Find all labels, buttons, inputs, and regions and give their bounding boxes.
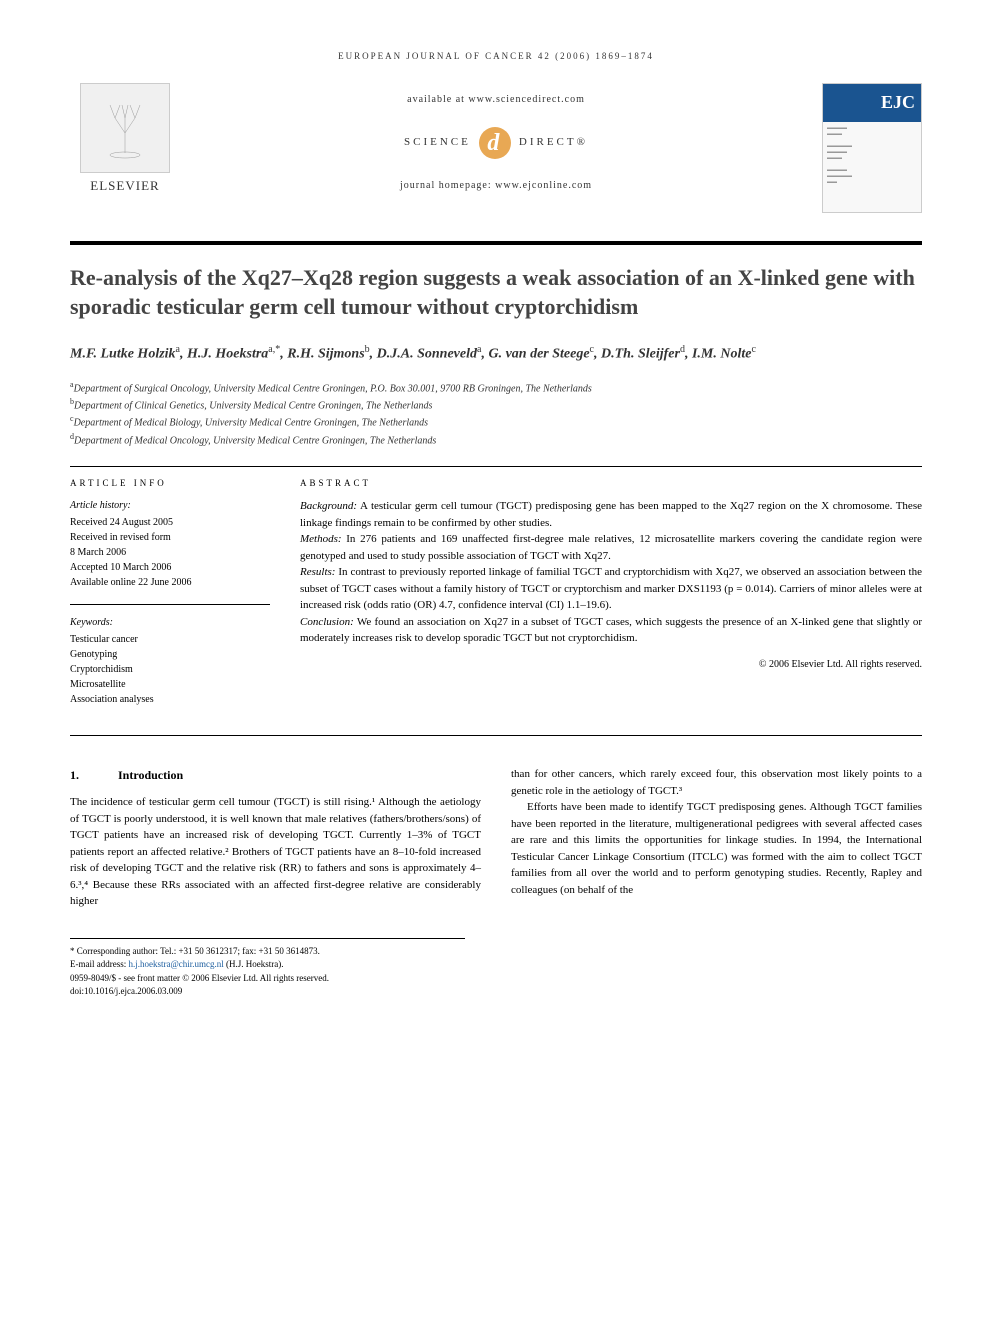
abstract-text: Background: A testicular germ cell tumou… — [300, 498, 922, 647]
email-label: E-mail address: — [70, 959, 126, 969]
abstract-column: ABSTRACT Background: A testicular germ c… — [300, 477, 922, 722]
keywords-block: Keywords: Testicular cancer Genotyping C… — [70, 615, 270, 707]
affiliation-c: cDepartment of Medical Biology, Universi… — [70, 413, 922, 430]
revised-line2: 8 March 2006 — [70, 545, 270, 560]
divider — [70, 735, 922, 736]
results-label: Results: — [300, 566, 335, 578]
sd-right-text: DIRECT® — [519, 135, 588, 150]
article-history: Article history: Received 24 August 2005… — [70, 498, 270, 590]
body-paragraph: Efforts have been made to identify TGCT … — [511, 799, 922, 898]
doi-line: doi:10.1016/j.ejca.2006.03.009 — [70, 985, 465, 999]
available-at: available at www.sciencedirect.com — [296, 93, 696, 107]
keyword: Microsatellite — [70, 677, 270, 692]
history-label: Article history: — [70, 498, 270, 513]
journal-cover-body: ▬▬▬▬▬▬▬▬▬▬▬▬▬▬▬▬▬▬▬▬▬▬▬▬▬▬▬▬▬▬ — [823, 122, 921, 190]
running-header: EUROPEAN JOURNAL OF CANCER 42 (2006) 186… — [70, 50, 922, 63]
abstract-heading: ABSTRACT — [300, 477, 922, 491]
keyword: Association analyses — [70, 692, 270, 707]
section-number: 1. — [70, 766, 118, 784]
copyright-line: © 2006 Elsevier Ltd. All rights reserved… — [300, 657, 922, 672]
article-info-heading: ARTICLE INFO — [70, 477, 270, 491]
email-who: (H.J. Hoekstra). — [226, 959, 284, 969]
affiliation-d: dDepartment of Medical Oncology, Univers… — [70, 431, 922, 448]
journal-cover-logo: EJC — [823, 84, 921, 122]
center-links: available at www.sciencedirect.com SCIEN… — [296, 93, 696, 193]
sciencedirect-logo: SCIENCE d DIRECT® — [296, 127, 696, 159]
keyword: Genotyping — [70, 647, 270, 662]
email-line: E-mail address: h.j.hoekstra@chir.umcg.n… — [70, 958, 465, 972]
online-date: Available online 22 June 2006 — [70, 575, 270, 590]
results-text: In contrast to previously reported linka… — [300, 566, 922, 611]
affiliation-b: bDepartment of Clinical Genetics, Univer… — [70, 396, 922, 413]
accepted-date: Accepted 10 March 2006 — [70, 560, 270, 575]
methods-text: In 276 patients and 169 unaffected first… — [300, 533, 922, 562]
elsevier-tree-icon — [80, 83, 170, 173]
elsevier-text: ELSEVIER — [70, 177, 180, 195]
body-columns: 1.Introduction The incidence of testicul… — [70, 766, 922, 910]
keywords-label: Keywords: — [70, 615, 270, 630]
section-title: Introduction — [118, 768, 183, 782]
issn-line: 0959-8049/$ - see front matter © 2006 El… — [70, 972, 465, 986]
received-date: Received 24 August 2005 — [70, 515, 270, 530]
journal-banner: ELSEVIER available at www.sciencedirect.… — [70, 83, 922, 233]
footer-block: * Corresponding author: Tel.: +31 50 361… — [70, 938, 465, 999]
body-paragraph: than for other cancers, which rarely exc… — [511, 766, 922, 799]
methods-label: Methods: — [300, 533, 342, 545]
journal-homepage: journal homepage: www.ejconline.com — [296, 179, 696, 193]
article-info-column: ARTICLE INFO Article history: Received 2… — [70, 477, 270, 722]
journal-cover: EJC ▬▬▬▬▬▬▬▬▬▬▬▬▬▬▬▬▬▬▬▬▬▬▬▬▬▬▬▬▬▬ — [822, 83, 922, 213]
conclusion-text: We found an association on Xq27 in a sub… — [300, 616, 922, 645]
background-label: Background: — [300, 500, 357, 512]
sd-d-icon: d — [479, 127, 511, 159]
sd-left-text: SCIENCE — [404, 135, 471, 150]
divider — [70, 466, 922, 467]
divider — [70, 604, 270, 605]
article-title: Re-analysis of the Xq27–Xq28 region sugg… — [70, 263, 922, 322]
email-link[interactable]: h.j.hoekstra@chir.umcg.nl — [128, 959, 223, 969]
affiliations: aDepartment of Surgical Oncology, Univer… — [70, 379, 922, 448]
body-column-right: than for other cancers, which rarely exc… — [511, 766, 922, 910]
authors-list: M.F. Lutke Holzika, H.J. Hoekstraa,*, R.… — [70, 342, 922, 365]
affiliation-a: aDepartment of Surgical Oncology, Univer… — [70, 379, 922, 396]
keyword: Testicular cancer — [70, 632, 270, 647]
body-paragraph: The incidence of testicular germ cell tu… — [70, 794, 481, 910]
body-column-left: 1.Introduction The incidence of testicul… — [70, 766, 481, 910]
conclusion-label: Conclusion: — [300, 616, 354, 628]
divider-bar — [70, 241, 922, 245]
background-text: A testicular germ cell tumour (TGCT) pre… — [300, 500, 922, 529]
elsevier-logo-block: ELSEVIER — [70, 83, 180, 195]
revised-line1: Received in revised form — [70, 530, 270, 545]
keyword: Cryptorchidism — [70, 662, 270, 677]
section-heading: 1.Introduction — [70, 766, 481, 784]
corresponding-author: * Corresponding author: Tel.: +31 50 361… — [70, 945, 465, 959]
